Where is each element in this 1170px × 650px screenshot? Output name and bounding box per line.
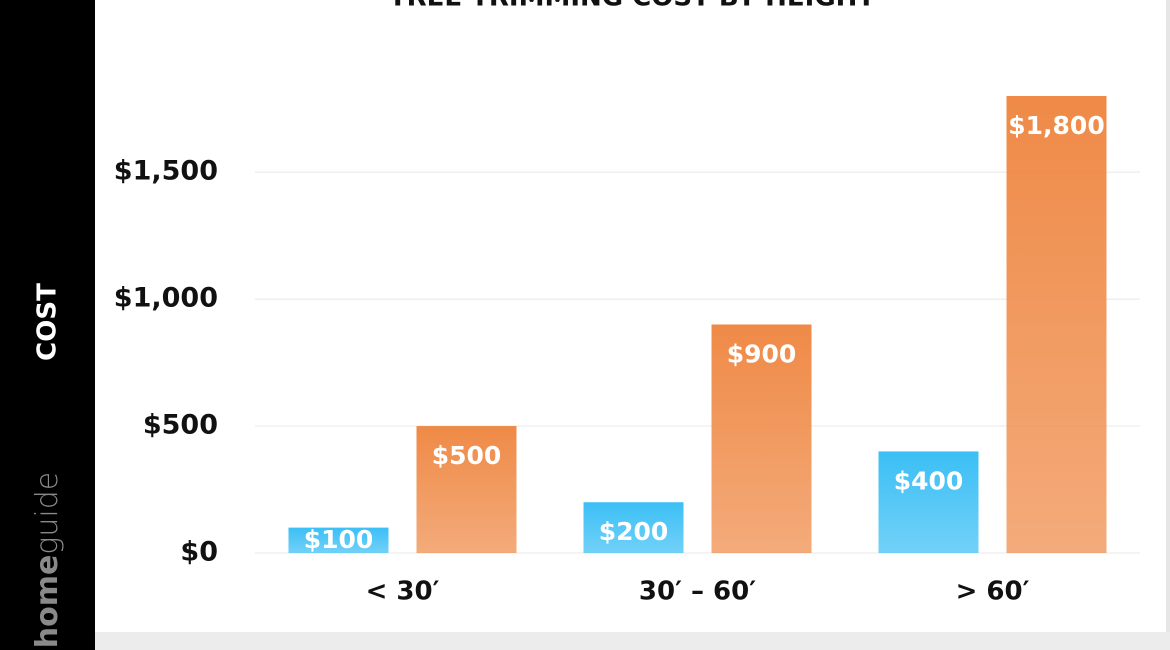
value-label: $200 xyxy=(599,517,669,546)
value-label: $400 xyxy=(894,466,964,495)
chart-title: TREE TRIMMING COST BY HEIGHT xyxy=(389,0,876,13)
value-label: $900 xyxy=(727,340,797,369)
right-border xyxy=(1166,0,1170,632)
y-tick-label: $1,500 xyxy=(114,156,218,187)
y-tick-label: $0 xyxy=(180,537,218,568)
value-label: $1,800 xyxy=(1008,111,1104,140)
y-tick-label: $500 xyxy=(143,410,218,441)
bar xyxy=(711,324,812,553)
value-label: $500 xyxy=(432,441,502,470)
sidebar xyxy=(0,0,95,650)
footer-bar xyxy=(95,632,1170,650)
brand: homeguide xyxy=(30,472,65,648)
bar xyxy=(878,451,979,553)
brand-light: guide xyxy=(30,472,65,555)
x-tick-label: > 60′ xyxy=(956,577,1030,607)
y-axis-label: COST xyxy=(33,283,63,361)
x-tick-label: < 30′ xyxy=(366,577,440,607)
x-tick-label: 30′ – 60′ xyxy=(639,577,756,607)
bar xyxy=(416,426,517,553)
value-label: $100 xyxy=(304,525,374,554)
bar xyxy=(1006,96,1107,553)
brand-bold: home xyxy=(30,555,65,649)
y-tick-label: $1,000 xyxy=(114,283,218,314)
bar xyxy=(583,502,684,553)
bar xyxy=(288,527,389,553)
